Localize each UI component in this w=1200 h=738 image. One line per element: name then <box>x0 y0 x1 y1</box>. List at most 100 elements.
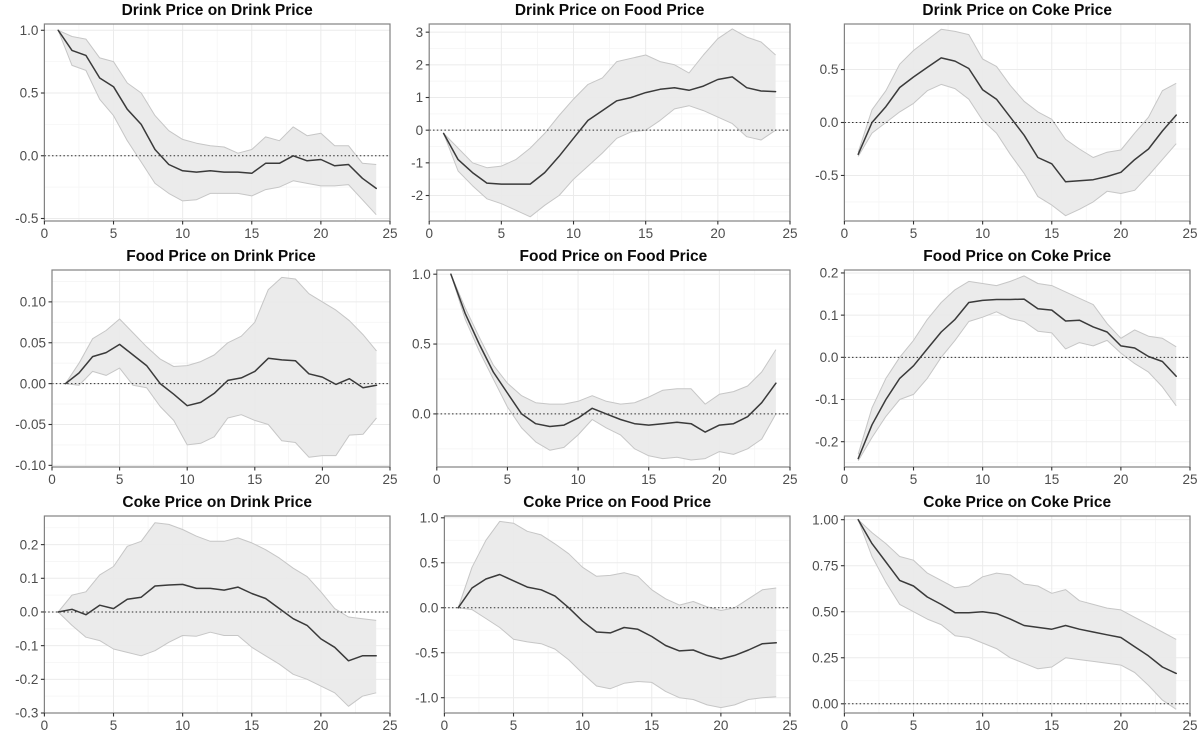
svg-text:15: 15 <box>638 226 653 241</box>
svg-text:5: 5 <box>910 226 918 241</box>
svg-text:15: 15 <box>1044 472 1059 487</box>
panel-title: Drink Price on Drink Price <box>121 2 313 19</box>
svg-text:25: 25 <box>782 472 797 487</box>
svg-text:0.00: 0.00 <box>812 696 838 711</box>
svg-text:0: 0 <box>433 472 441 487</box>
svg-text:25: 25 <box>782 226 797 241</box>
svg-text:-0.1: -0.1 <box>815 392 838 407</box>
svg-text:20: 20 <box>313 226 328 241</box>
irf-plot-coke-price-on-drink-price: 0 5 10 15 20 25 -0.3 -0.2 -0.1 0.0 0.1 0.2 <box>15 515 398 733</box>
svg-text:-1: -1 <box>411 156 423 171</box>
svg-text:10: 10 <box>975 226 990 241</box>
irf-plot-drink-price-on-drink-price: 0 5 10 15 20 25 -0.5 0.0 0.5 1.0 <box>15 23 397 241</box>
svg-text:5: 5 <box>504 472 512 487</box>
svg-text:20: 20 <box>713 718 728 733</box>
svg-text:-0.2: -0.2 <box>15 672 38 687</box>
panel-food-price-on-coke-price: Food Price on Coke Price 0 5 10 15 20 25 -0.2 -… <box>800 246 1200 492</box>
panel-title: Food Price on Drink Price <box>126 248 316 265</box>
panel-drink-price-on-food-price: Drink Price on Food Price 0 5 10 15 20 25 -2 -1… <box>400 0 800 246</box>
svg-text:-0.10: -0.10 <box>15 458 46 473</box>
svg-text:-0.5: -0.5 <box>415 645 438 660</box>
svg-text:-1.0: -1.0 <box>415 690 438 705</box>
svg-text:25: 25 <box>382 472 397 487</box>
svg-text:25: 25 <box>382 718 397 733</box>
svg-text:0.5: 0.5 <box>820 62 839 77</box>
svg-text:0.0: 0.0 <box>820 350 839 365</box>
svg-text:1.00: 1.00 <box>812 512 838 527</box>
irf-plot-drink-price-on-food-price: 0 5 10 15 20 25 -2 -1 0 1 2 3 <box>411 23 798 241</box>
panel-title: Coke Price on Drink Price <box>122 494 312 511</box>
svg-text:-0.5: -0.5 <box>815 168 838 183</box>
panel-title: Drink Price on Coke Price <box>922 2 1112 19</box>
svg-text:0.25: 0.25 <box>812 650 838 665</box>
svg-text:20: 20 <box>712 472 727 487</box>
panel-coke-price-on-food-price: Coke Price on Food Price 0 5 10 15 20 25 -1.0 -… <box>400 492 800 738</box>
svg-text:10: 10 <box>575 718 590 733</box>
svg-text:10: 10 <box>571 472 586 487</box>
svg-text:0.00: 0.00 <box>20 376 46 391</box>
svg-text:0: 0 <box>41 226 49 241</box>
svg-text:15: 15 <box>1044 718 1059 733</box>
svg-text:-0.5: -0.5 <box>15 211 38 226</box>
svg-text:0.5: 0.5 <box>412 337 431 352</box>
svg-text:25: 25 <box>782 718 797 733</box>
svg-text:20: 20 <box>1113 718 1128 733</box>
svg-text:0: 0 <box>48 472 56 487</box>
svg-text:20: 20 <box>315 472 330 487</box>
svg-text:-0.05: -0.05 <box>15 417 46 432</box>
svg-text:0: 0 <box>841 472 849 487</box>
svg-text:0.10: 0.10 <box>20 295 46 310</box>
svg-text:10: 10 <box>175 718 190 733</box>
svg-text:2: 2 <box>416 58 424 73</box>
svg-text:25: 25 <box>1182 472 1197 487</box>
svg-text:15: 15 <box>244 226 259 241</box>
svg-text:5: 5 <box>510 718 518 733</box>
svg-text:1.0: 1.0 <box>20 23 39 38</box>
svg-text:0: 0 <box>441 718 449 733</box>
svg-text:10: 10 <box>180 472 195 487</box>
svg-text:0.0: 0.0 <box>820 115 839 130</box>
svg-text:0.0: 0.0 <box>20 605 39 620</box>
irf-plot-food-price-on-coke-price: 0 5 10 15 20 25 -0.2 -0.1 0.0 0.1 0.2 <box>815 266 1197 487</box>
svg-text:15: 15 <box>244 718 259 733</box>
svg-text:10: 10 <box>975 718 990 733</box>
svg-text:15: 15 <box>247 472 262 487</box>
svg-text:0.0: 0.0 <box>412 407 431 422</box>
svg-text:0.75: 0.75 <box>812 558 838 573</box>
panel-food-price-on-drink-price: Food Price on Drink Price 0 5 10 15 20 25 -0.1… <box>0 246 400 492</box>
svg-text:1.0: 1.0 <box>420 512 439 525</box>
svg-text:5: 5 <box>910 718 918 733</box>
svg-text:0.5: 0.5 <box>20 86 39 101</box>
svg-text:-0.2: -0.2 <box>815 434 838 449</box>
svg-text:15: 15 <box>1044 226 1059 241</box>
svg-text:1.0: 1.0 <box>412 267 431 282</box>
irf-plot-food-price-on-food-price: 0 5 10 15 20 25 0.0 0.5 1.0 <box>412 267 797 487</box>
svg-text:20: 20 <box>313 718 328 733</box>
svg-text:10: 10 <box>566 226 581 241</box>
irf-plot-coke-price-on-food-price: 0 5 10 15 20 25 -1.0 -0.5 0.0 0.5 1.0 <box>415 512 797 733</box>
svg-text:3: 3 <box>416 25 424 40</box>
svg-text:-2: -2 <box>411 188 423 203</box>
irf-plot-coke-price-on-coke-price: 0 5 10 15 20 25 0.00 0.25 0.50 0.75 1.00 <box>812 512 1197 733</box>
svg-text:5: 5 <box>110 718 118 733</box>
panel-title: Coke Price on Food Price <box>523 494 712 511</box>
svg-text:20: 20 <box>710 226 725 241</box>
svg-text:0: 0 <box>416 123 424 138</box>
svg-text:0.2: 0.2 <box>20 537 39 552</box>
svg-text:10: 10 <box>975 472 990 487</box>
irf-plot-drink-price-on-coke-price: 0 5 10 15 20 25 -0.5 0.0 0.5 <box>815 23 1198 241</box>
svg-text:0.50: 0.50 <box>812 604 838 619</box>
panel-title: Food Price on Coke Price <box>923 248 1112 265</box>
svg-text:0: 0 <box>425 226 433 241</box>
svg-text:5: 5 <box>116 472 124 487</box>
svg-text:0.05: 0.05 <box>20 335 46 350</box>
svg-text:5: 5 <box>110 226 118 241</box>
svg-text:10: 10 <box>175 226 190 241</box>
svg-text:0: 0 <box>41 718 49 733</box>
panel-title: Drink Price on Food Price <box>514 2 705 19</box>
svg-text:0.0: 0.0 <box>20 148 39 163</box>
panel-food-price-on-food-price: Food Price on Food Price 0 5 10 15 20 25 0.0 0.… <box>400 246 800 492</box>
svg-text:0: 0 <box>841 718 849 733</box>
svg-text:0.2: 0.2 <box>820 266 839 281</box>
